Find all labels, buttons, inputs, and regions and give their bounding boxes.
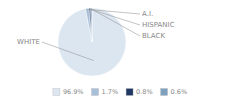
leader-line xyxy=(90,9,140,25)
slice-label: A.I. xyxy=(142,10,153,18)
pie-slice xyxy=(58,8,126,76)
legend-label: 0.6% xyxy=(171,88,188,96)
legend-swatch xyxy=(53,89,60,96)
leader-line xyxy=(91,9,140,36)
legend-item: 96.9% xyxy=(53,88,84,96)
slice-label: HISPANIC xyxy=(142,21,175,29)
pie-slice xyxy=(85,8,92,42)
legend-swatch xyxy=(92,89,99,96)
slice-label: BLACK xyxy=(142,32,165,40)
legend-item: 0.8% xyxy=(126,88,153,96)
slice-label: WHITE xyxy=(17,38,40,46)
legend-label: 1.7% xyxy=(102,88,119,96)
pie-slice xyxy=(89,8,92,42)
legend-label: 96.9% xyxy=(63,88,84,96)
pie xyxy=(58,8,126,76)
legend-item: 0.6% xyxy=(161,88,188,96)
pie-slice xyxy=(91,8,92,42)
slice-labels: WHITE A.I. HISPANIC BLACK xyxy=(17,9,175,61)
legend-swatch xyxy=(126,89,133,96)
legend-swatch xyxy=(161,89,168,96)
legend-item: 1.7% xyxy=(92,88,119,96)
chart: WHITE A.I. HISPANIC BLACK 96.9% 1.7% 0.8% 0.6% xyxy=(0,0,240,100)
leader-line xyxy=(87,9,140,14)
leader-line xyxy=(42,42,94,61)
legend-label: 0.8% xyxy=(136,88,153,96)
legend: 96.9% 1.7% 0.8% 0.6% xyxy=(53,88,187,96)
